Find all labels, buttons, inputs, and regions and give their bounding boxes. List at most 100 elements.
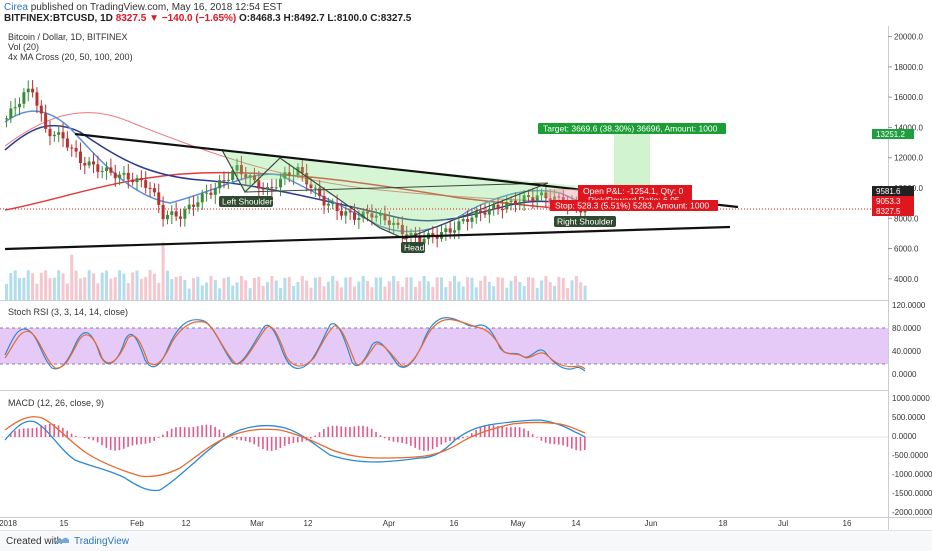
macd-histogram-bar xyxy=(449,437,451,441)
volume-bar xyxy=(62,273,65,300)
volume-bar xyxy=(366,281,369,300)
volume-bar xyxy=(584,286,587,300)
candle-body xyxy=(453,230,456,232)
macd-histogram-bar xyxy=(506,427,508,437)
volume-bar xyxy=(310,288,313,300)
candle-body xyxy=(201,194,204,203)
volume-bar xyxy=(201,285,204,300)
candle-body xyxy=(479,211,482,213)
volume-bar xyxy=(122,274,125,300)
volume-bar xyxy=(436,277,439,300)
candle-body xyxy=(79,152,82,163)
candle-body xyxy=(518,202,521,205)
candle-body xyxy=(140,178,143,180)
macd-histogram-bar xyxy=(184,427,186,437)
macd-histogram-bar xyxy=(106,437,108,448)
tradingview-link[interactable]: TradingView xyxy=(74,536,129,547)
vol-legend: Vol (20) xyxy=(8,42,39,52)
macd-histogram-bar xyxy=(88,437,90,439)
candle-body xyxy=(57,132,60,135)
ma-legend: 4x MA Cross (20, 50, 100, 200) xyxy=(8,52,133,62)
candle-body xyxy=(40,106,43,114)
volume-bar xyxy=(83,277,86,300)
candle-body xyxy=(179,216,182,218)
tradingview-logo-icon[interactable] xyxy=(54,534,70,549)
candle-body xyxy=(175,211,178,216)
macd-histogram-bar xyxy=(575,437,577,450)
macd-histogram-bar xyxy=(84,437,86,438)
macd-tick-label: -1500.0000 xyxy=(892,489,932,498)
svg-text:9581.6: 9581.6 xyxy=(876,187,901,196)
svg-text:Right Shoulder: Right Shoulder xyxy=(557,217,613,227)
symbol-line: BITFINEX:BTCUSD, 1D 8327.5 ▼ −140.0 (−1.… xyxy=(4,13,411,24)
candle-body xyxy=(14,107,17,108)
volume-bar xyxy=(109,279,112,300)
volume-bar xyxy=(349,277,352,300)
macd-histogram-bar xyxy=(23,428,25,437)
macd-histogram-bar xyxy=(140,437,142,444)
volume-bar xyxy=(523,286,526,300)
time-tick-label: 16 xyxy=(450,519,459,528)
macd-histogram-bar xyxy=(253,437,255,444)
macd-histogram-bar xyxy=(271,437,273,451)
macd-axis[interactable]: 1000.0000500.00000.0000-500.0000-1000.00… xyxy=(892,394,932,517)
volume-bar xyxy=(179,276,182,300)
stop-label[interactable]: Stop: 528.3 (5.51%) 5283, Amount: 1000 xyxy=(550,200,718,211)
volume-bar xyxy=(440,277,443,300)
volume-bar xyxy=(209,276,212,300)
svg-text:Left Shoulder: Left Shoulder xyxy=(222,197,273,207)
macd-histogram-bar xyxy=(101,437,103,445)
ohlc-values: O:8468.3 H:8492.7 L:8100.0 C:8327.5 xyxy=(239,13,411,24)
volume-bar xyxy=(318,277,321,300)
target-label[interactable]: Target: 3669.6 (38.30%) 36696, Amount: 1… xyxy=(538,123,726,134)
macd-histogram-bar xyxy=(549,437,551,444)
macd-histogram-bar xyxy=(201,425,203,437)
macd-histogram-bar xyxy=(567,437,569,447)
macd-legend: MACD (12, 26, close, 9) xyxy=(8,398,104,408)
volume-bar xyxy=(279,288,282,300)
macd-histogram-bar xyxy=(236,437,238,440)
time-tick-label: Jul xyxy=(778,519,788,528)
macd-histogram-bar xyxy=(558,437,560,445)
volume-bar xyxy=(449,281,452,300)
candle-body xyxy=(75,148,78,152)
svg-text:9053.3: 9053.3 xyxy=(876,197,901,206)
macd-histogram-bar xyxy=(401,437,403,443)
rsi-tick-label: 120.0000 xyxy=(892,301,926,310)
volume-bar xyxy=(557,277,560,300)
rsi-tick-label: 40.0000 xyxy=(892,347,921,356)
macd-tick-label: -2000.0000 xyxy=(892,508,932,517)
candle-body xyxy=(484,212,487,214)
trading-chart[interactable]: Bitcoin / Dollar, 1D, BITFINEX Vol (20) … xyxy=(0,25,932,530)
volume-bar xyxy=(114,277,117,300)
volume-bar xyxy=(353,286,356,300)
macd-histogram-bar xyxy=(406,437,408,444)
macd-histogram-bar xyxy=(93,437,95,440)
volume-bar xyxy=(270,276,273,300)
macd-histogram-bar xyxy=(180,427,182,437)
macd-histogram-bar xyxy=(197,426,199,437)
macd-histogram-bar xyxy=(414,437,416,448)
candle-body xyxy=(262,189,265,190)
author-link[interactable]: Cirea xyxy=(4,2,28,13)
volume-bar xyxy=(218,288,221,300)
volume-bar xyxy=(331,276,334,300)
volume-bar xyxy=(357,282,360,300)
volume-bar xyxy=(283,278,286,300)
candle-body xyxy=(214,188,217,195)
macd-histogram-bar xyxy=(510,427,512,437)
time-tick-label: Apr xyxy=(383,519,396,528)
candle-body xyxy=(101,171,104,172)
volume-bar xyxy=(75,270,78,300)
candle-body xyxy=(44,113,47,128)
macd-histogram-bar xyxy=(354,426,356,437)
candle-body xyxy=(136,178,139,182)
volume-bar xyxy=(314,278,317,300)
volume-bar xyxy=(410,277,413,300)
candle-body xyxy=(357,218,360,220)
volume-bar xyxy=(205,283,208,300)
candle-body xyxy=(192,205,195,207)
macd-histogram-bar xyxy=(432,437,434,449)
